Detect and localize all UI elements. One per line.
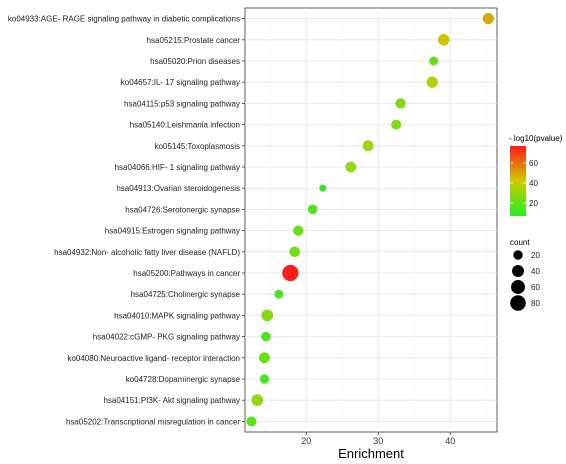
category-label: hsa05200:Pathways in cancer	[133, 269, 240, 278]
category-label: hsa05140:Leishmania infection	[130, 121, 240, 130]
color-legend-bar	[510, 146, 526, 216]
size-legend-dot	[513, 250, 523, 260]
size-legend-label: 80	[531, 299, 540, 308]
category-label: hsa04010:MAPK signaling pathway	[114, 311, 240, 320]
data-point	[261, 309, 274, 322]
color-legend-label: 40	[529, 179, 538, 188]
color-legend-label: 20	[529, 199, 538, 208]
category-label: ko04080:Neuroactive ligand- receptor int…	[67, 354, 240, 363]
data-point	[391, 119, 402, 130]
plot-panel	[244, 7, 498, 433]
size-legend-dot	[511, 280, 525, 294]
data-point	[319, 184, 327, 192]
data-point	[429, 56, 439, 66]
data-point	[260, 331, 271, 342]
data-point	[482, 12, 495, 25]
size-legend-label: 20	[531, 251, 540, 260]
category-label: hsa04725:Cholinergic synapse	[131, 290, 241, 299]
category-label: hsa04115:p53 signaling pathway	[124, 99, 240, 108]
data-point	[426, 76, 438, 88]
data-point	[395, 98, 406, 109]
size-legend-dot	[510, 295, 526, 311]
data-point	[345, 161, 357, 173]
size-legend-label: 60	[531, 283, 540, 292]
category-label: ko04933:AGE- RAGE signaling pathway in d…	[8, 15, 240, 24]
color-legend-title: - log10(pvalue)	[509, 134, 563, 143]
category-label: hsa05202:Transcriptional misregulation i…	[66, 417, 240, 426]
data-point	[282, 264, 299, 282]
data-point	[362, 140, 374, 152]
x-axis-title: Enrichment	[338, 446, 404, 461]
x-tick-label: 40	[445, 436, 455, 446]
x-tick-label: 20	[301, 436, 311, 446]
color-legend-label: 60	[529, 159, 538, 168]
axis-layer: 20 30 40 ko04933:AGE- RAGE signaling pathwa…	[8, 15, 455, 446]
size-legend-dot	[512, 265, 524, 277]
data-point	[251, 394, 264, 407]
data-point	[246, 416, 257, 427]
category-label: hsa04932:Non- alcoholic fatty liver dise…	[54, 248, 240, 257]
category-label: hsa04915:Estrogen signaling pathway	[105, 227, 240, 236]
category-label: hsa05020:Prion diseases	[150, 57, 240, 66]
points-layer	[246, 12, 495, 427]
data-point	[258, 352, 271, 364]
x-tick-label: 30	[373, 436, 383, 446]
data-point	[289, 246, 301, 258]
legend-layer: - log10(pvalue) count 20 40 60 20 40 60 80	[509, 134, 563, 311]
category-label: hsa04726:Serotonergic synapse	[125, 205, 240, 214]
data-point	[259, 374, 270, 384]
category-label: hsa04913:Ovarian steroidogenesis	[116, 184, 240, 193]
category-label: hsa05215:Prostate cancer	[147, 36, 241, 45]
data-point	[437, 33, 450, 46]
category-label: ko04657:IL- 17 signaling pathway	[121, 78, 240, 87]
grid-layer	[244, 7, 498, 433]
category-label: hsa04151:PI3K- Akt signaling pathway	[103, 396, 240, 405]
data-point	[307, 204, 318, 215]
category-label: ko04728:Dopaminergic synapse	[126, 375, 241, 384]
size-legend-title: count	[510, 238, 530, 247]
category-label: hsa04066:HIF- 1 signaling pathway	[115, 163, 240, 172]
data-point	[274, 289, 284, 299]
category-label: hsa04022:cGMP- PKG signaling pathway	[93, 333, 240, 342]
category-label: ko05145:Toxoplasmosis	[155, 142, 240, 151]
size-legend-label: 40	[531, 267, 540, 276]
data-point	[292, 225, 304, 236]
